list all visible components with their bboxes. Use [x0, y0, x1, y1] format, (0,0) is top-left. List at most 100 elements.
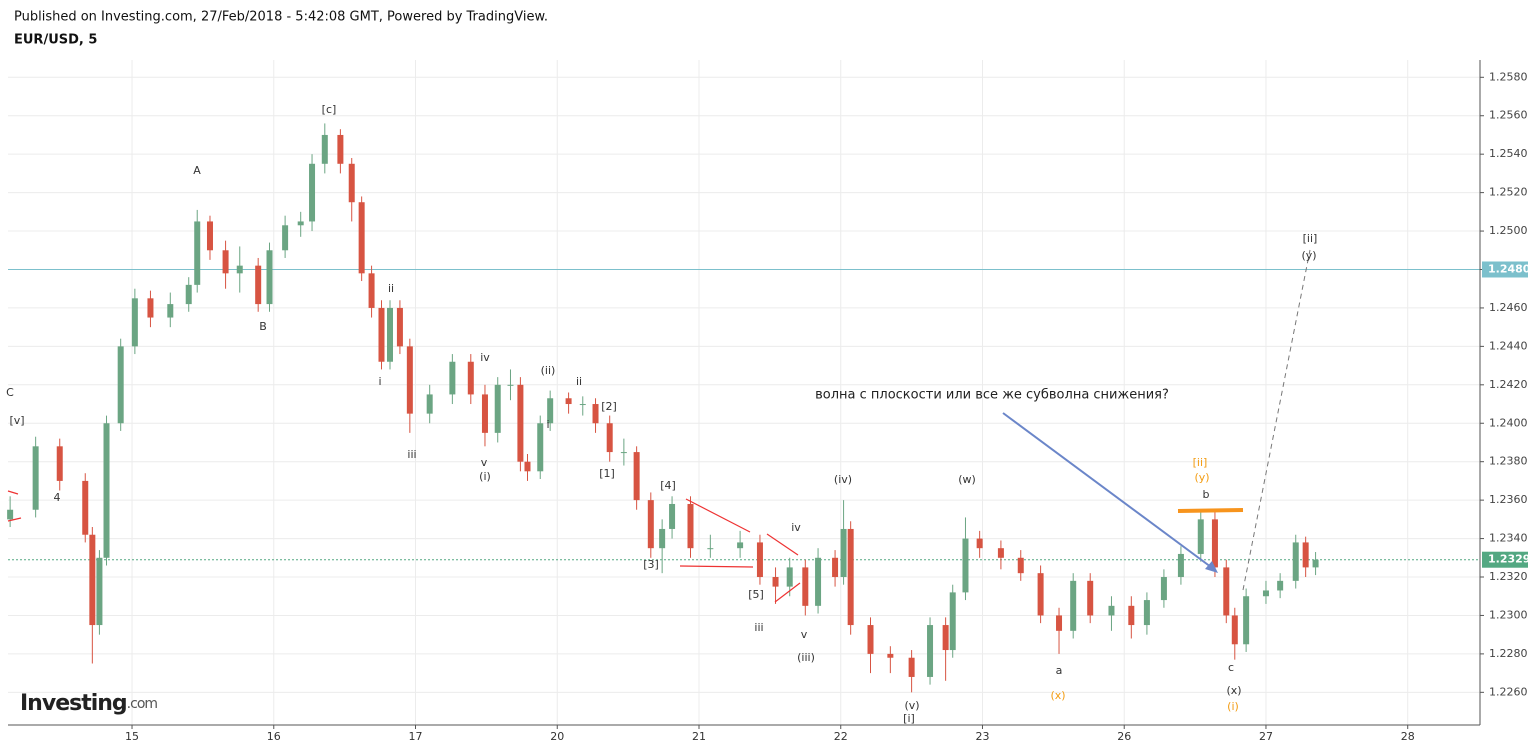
wave-label: [3]: [643, 558, 659, 571]
wave-label: (i): [1227, 700, 1239, 713]
candle-body: [321, 134, 328, 164]
wave-label: iv: [480, 351, 490, 364]
logo-suffix: .com: [127, 696, 158, 712]
published-note: Published on Investing.com, 27/Feb/2018 …: [14, 10, 548, 25]
candle-body: [32, 446, 39, 510]
wave-label: (i): [479, 470, 491, 483]
candle-body: [565, 398, 572, 405]
candle-body: [494, 384, 501, 433]
candle-body: [1056, 615, 1063, 631]
wave-label: i: [378, 375, 381, 388]
candle-body: [7, 509, 14, 520]
y-tick-label: 1.2280: [1489, 647, 1528, 660]
candle-body: [378, 307, 385, 362]
candle-body: [117, 346, 124, 424]
candle-body: [396, 307, 403, 347]
candle-body: [368, 273, 375, 308]
wave-label: (w): [958, 473, 976, 486]
candle-body: [949, 592, 956, 651]
x-tick-label: 16: [267, 730, 281, 743]
symbol: EUR/USD, 5: [14, 33, 97, 48]
candle-body: [1302, 542, 1309, 568]
candle-body: [1312, 559, 1319, 568]
arrow-head: [1205, 561, 1218, 573]
candle-body: [507, 384, 514, 386]
candle-body: [309, 163, 316, 222]
candle-body: [96, 557, 103, 626]
wave-label: 4: [54, 491, 61, 504]
candle-body: [467, 361, 474, 395]
grid: [8, 60, 1480, 725]
candle-body: [1143, 600, 1150, 626]
candle-body: [1017, 557, 1024, 574]
trendline: [774, 582, 801, 603]
candle-body: [997, 548, 1004, 558]
x-tick-label: 22: [834, 730, 848, 743]
x-tick-label: 15: [125, 730, 139, 743]
candle-body: [659, 528, 666, 549]
resistance-line: [1177, 508, 1244, 513]
wave-label: [i]: [903, 712, 915, 725]
candle-body: [847, 528, 854, 626]
wave-label: ii: [388, 282, 394, 295]
candle-body: [524, 461, 531, 472]
trendline: [7, 517, 22, 522]
x-tick-label: 27: [1259, 730, 1273, 743]
candle-body: [82, 480, 89, 535]
y-tick-label: 1.2560: [1489, 109, 1528, 122]
candles: [7, 123, 1319, 693]
axes: 1.2260 1.2280 1.2300 1.2320 1.2340 1.2360 1.23…: [125, 70, 1531, 743]
candle-body: [206, 221, 213, 251]
candle-body: [266, 250, 273, 305]
candle-body: [687, 503, 694, 549]
candle-body: [282, 225, 289, 251]
candle-body: [1128, 605, 1135, 626]
wave-label: (v): [904, 699, 919, 712]
candle-body: [348, 163, 355, 203]
y-tick-label: 1.2580: [1489, 70, 1528, 83]
candle-body: [537, 423, 544, 472]
candle-body: [1243, 596, 1250, 645]
wave-label: a: [1056, 664, 1063, 677]
wave-label: (x): [1226, 684, 1241, 697]
candle-body: [1177, 553, 1184, 578]
candle-body: [606, 423, 613, 453]
annotations: C[v]4AB[c]iiiiiiivv(i)(ii)iii[2][1][4][3…: [6, 103, 1317, 725]
wave-label: i: [546, 418, 549, 431]
candle-body: [1262, 590, 1269, 597]
level-line-label: 1.2480: [1488, 262, 1531, 275]
wave-label: b: [1203, 488, 1210, 501]
candle-body: [194, 221, 201, 285]
candle-body: [942, 625, 949, 651]
y-tick-label: 1.2420: [1489, 378, 1528, 391]
y-tick-label: 1.2360: [1489, 493, 1528, 506]
candle-body: [297, 221, 304, 226]
candle-body: [358, 202, 365, 274]
candle-body: [1292, 542, 1299, 581]
wave-label: (iii): [797, 651, 815, 664]
trendline: [766, 533, 799, 556]
candle-body: [1197, 519, 1204, 554]
candle-body: [867, 625, 874, 654]
candle-body: [927, 625, 934, 677]
y-tick-label: 1.2520: [1489, 186, 1528, 199]
candle-body: [772, 577, 779, 587]
wave-label: A: [193, 164, 201, 177]
candle-body: [426, 394, 433, 414]
candle-body: [406, 346, 413, 414]
candle-body: [620, 452, 627, 454]
y-tick-label: 1.2460: [1489, 301, 1528, 314]
candle-body: [832, 557, 839, 578]
candle-body: [56, 446, 63, 481]
trendline: [7, 490, 19, 495]
candle-body: [103, 423, 110, 558]
candle-body: [337, 134, 344, 164]
candle-body: [222, 250, 229, 274]
candle-body: [131, 298, 138, 347]
trendline: [679, 565, 754, 568]
wave-label: B: [259, 320, 267, 333]
candle-body: [887, 653, 894, 658]
x-tick-label: 28: [1401, 730, 1415, 743]
candle-body: [786, 567, 793, 587]
candle-body: [592, 404, 599, 424]
